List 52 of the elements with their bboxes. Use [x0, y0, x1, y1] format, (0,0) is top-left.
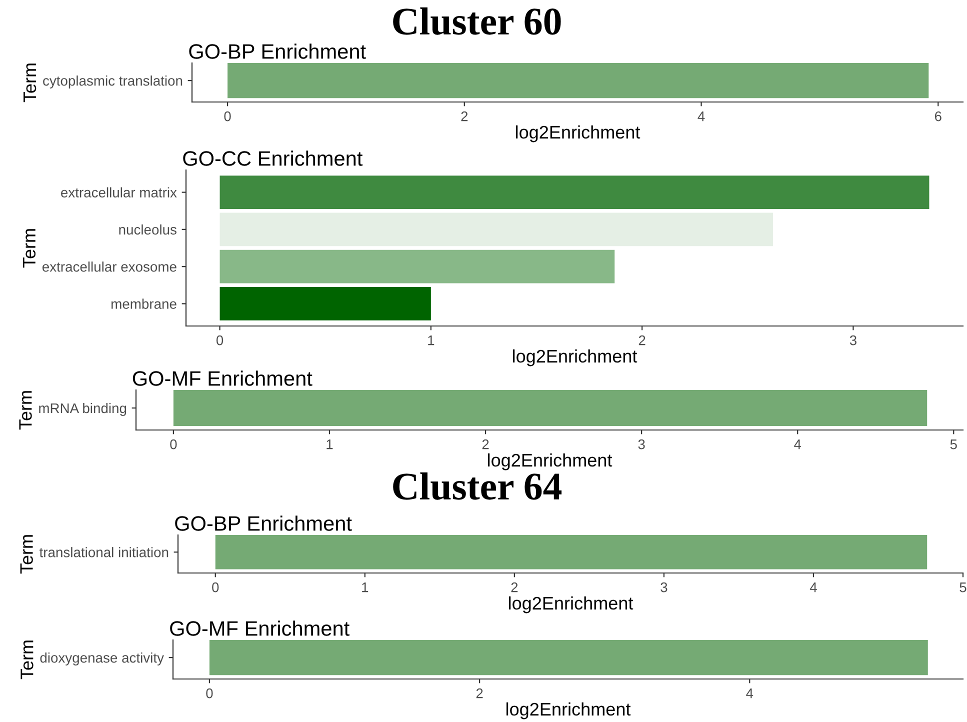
- bar: [220, 250, 615, 284]
- chart-title: GO-CC Enrichment: [183, 150, 363, 166]
- x-tick-label: 1: [326, 440, 333, 450]
- x-tick-label: 4: [810, 582, 817, 592]
- y-tick-label: dioxygenase activity: [40, 652, 164, 666]
- chart-title: GO-BP Enrichment: [175, 516, 352, 531]
- x-tick-label: 2: [461, 111, 468, 122]
- y-tick-label: mRNA binding: [39, 402, 126, 416]
- x-tick-label: 3: [638, 439, 645, 450]
- chart-title: GO-MF Enrichment: [170, 620, 350, 636]
- x-tick-label: 0: [206, 688, 213, 698]
- y-axis-title: Term: [20, 640, 34, 680]
- x-tick-label: 0: [170, 439, 177, 450]
- x-tick-label: 5: [960, 582, 966, 592]
- x-tick-label: 4: [794, 440, 802, 450]
- x-tick-label: 1: [428, 336, 434, 346]
- bar: [220, 287, 431, 320]
- x-axis-title: log2Enrichment: [512, 349, 638, 366]
- x-tick-label: 2: [638, 335, 646, 346]
- y-axis-title: Term: [22, 229, 36, 268]
- chart-title: GO-MF Enrichment: [132, 370, 312, 386]
- y-axis-title: Term: [20, 535, 33, 574]
- x-tick-label: 2: [482, 439, 489, 450]
- x-axis-title: log2Enrichment: [488, 453, 612, 470]
- y-axis-title: Term: [24, 64, 36, 102]
- x-tick-label: 3: [660, 582, 668, 592]
- bar: [220, 176, 930, 209]
- x-axis-title: log2Enrichment: [516, 125, 640, 142]
- text: Cluster 64: [393, 472, 562, 500]
- x-axis-title: log2Enrichment: [506, 702, 631, 720]
- x-tick-label: 1: [362, 582, 368, 592]
- x-tick-label: 0: [212, 582, 219, 592]
- chart-title: GO-BP Enrichment: [189, 44, 366, 59]
- x-tick-label: 2: [476, 688, 483, 698]
- x-axis-title: log2Enrichment: [508, 596, 634, 614]
- x-tick-label: 4: [746, 688, 754, 698]
- y-tick-label: extracellular matrix: [61, 187, 177, 198]
- x-tick-label: 4: [698, 112, 705, 122]
- x-tick-label: 5: [950, 440, 957, 450]
- text: Cluster 60: [393, 7, 561, 35]
- x-tick-label: 0: [224, 111, 231, 122]
- x-tick-label: 0: [216, 335, 224, 346]
- y-tick-label: translational initiation: [39, 547, 168, 558]
- y-axis-title: Term: [19, 391, 32, 430]
- y-tick-label: nucleolus: [119, 224, 176, 235]
- y-tick-label: cytoplasmic translation: [43, 76, 182, 88]
- x-tick-label: 3: [850, 335, 856, 346]
- y-tick-label: membrane: [112, 298, 176, 309]
- bar: [220, 212, 773, 246]
- x-tick-label: 2: [511, 582, 518, 592]
- y-tick-label: extracellular exosome: [42, 262, 176, 272]
- x-tick-label: 6: [934, 111, 942, 122]
